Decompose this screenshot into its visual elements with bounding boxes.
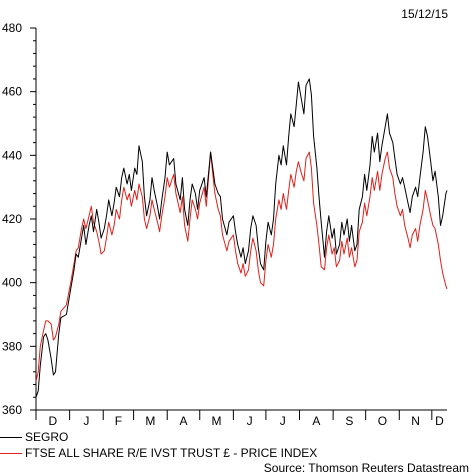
x-tick-label: J <box>83 414 89 428</box>
y-tick-label: 420 <box>2 212 22 226</box>
y-tick-label: 480 <box>2 21 22 35</box>
legend-label-ftse: FTSE ALL SHARE R/E IVST TRUST £ - PRICE … <box>25 446 318 460</box>
y-tick-label: 460 <box>2 85 22 99</box>
series-line-segro <box>35 78 448 398</box>
x-tick-label: S <box>345 414 353 428</box>
x-tick-label: J <box>247 414 253 428</box>
x-tick-label: M <box>212 414 222 428</box>
y-tick-label: 380 <box>2 339 22 353</box>
x-tick-label: J <box>280 414 286 428</box>
y-tick-label: 400 <box>2 276 22 290</box>
legend-item-segro: SEGRO <box>0 430 68 444</box>
x-tick-label: F <box>115 414 122 428</box>
x-tick-label: A <box>312 414 320 428</box>
legend-swatch-segro <box>0 436 22 438</box>
x-tick-label: M <box>145 414 155 428</box>
legend-swatch-ftse <box>0 452 22 454</box>
source-note: Source: Thomson Reuters Datastream <box>263 461 469 475</box>
y-tick-label: 360 <box>2 403 22 417</box>
date-label: 15/12/15 <box>401 7 448 21</box>
x-tick-label: A <box>179 414 187 428</box>
series-line-ftse <box>35 151 448 382</box>
x-tick-label: N <box>411 414 420 428</box>
x-tick-label: D <box>435 414 444 428</box>
x-tick-label: O <box>378 414 387 428</box>
x-tick-label: D <box>48 414 57 428</box>
legend-item-ftse: FTSE ALL SHARE R/E IVST TRUST £ - PRICE … <box>0 446 317 460</box>
legend-label-segro: SEGRO <box>25 430 69 444</box>
y-tick-label: 440 <box>2 148 22 162</box>
